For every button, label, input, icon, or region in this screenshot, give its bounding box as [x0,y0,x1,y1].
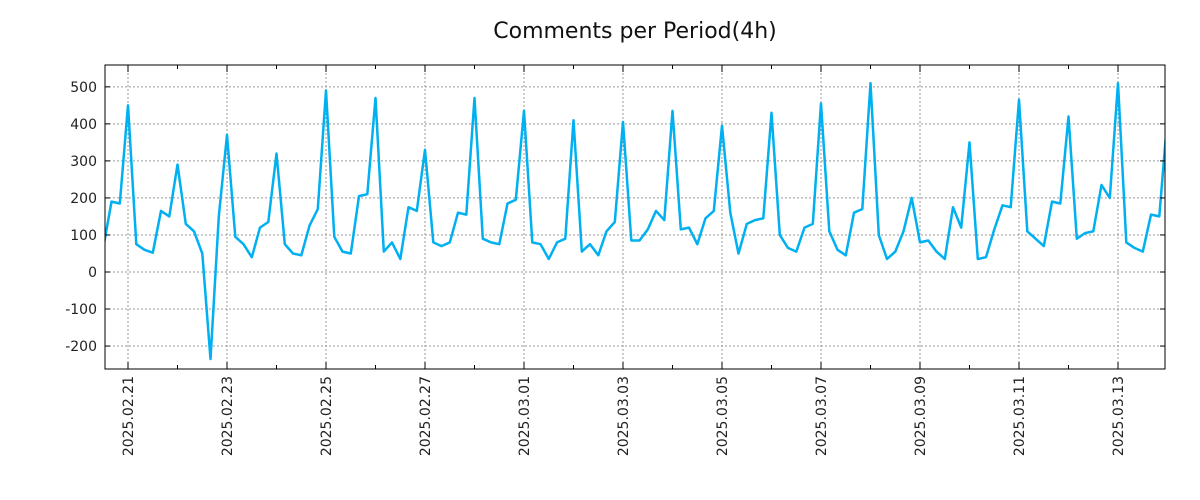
y-tick-label: 200 [70,191,97,207]
x-tick-label: 2025.02.23 [220,376,236,456]
series-line-comments [105,81,1165,361]
chart-title: Comments per Period(4h) [493,19,777,44]
x-tick-label: 2025.03.13 [1111,376,1127,456]
plot-frame [104,64,1166,370]
x-tick-label: 2025.02.21 [121,376,137,456]
x-tick-label: 2025.03.03 [616,376,632,456]
x-tick-label: 2025.03.09 [913,376,929,456]
x-tick-label: 2025.02.25 [319,376,335,456]
y-tick-label: 0 [88,265,97,281]
x-tick-label: 2025.03.05 [715,376,731,456]
y-tick-label: -100 [65,302,97,318]
y-tick-label: 300 [70,154,97,170]
x-tick-label: 2025.03.11 [1012,376,1028,456]
y-tick-label: 500 [70,80,97,96]
y-tick-label: 400 [70,117,97,133]
y-tick-label: -200 [65,339,97,355]
y-tick-label: 100 [70,228,97,244]
x-tick-label: 2025.03.01 [517,376,533,456]
x-tick-label: 2025.03.07 [814,376,830,456]
x-tick-label: 2025.02.27 [418,376,434,456]
